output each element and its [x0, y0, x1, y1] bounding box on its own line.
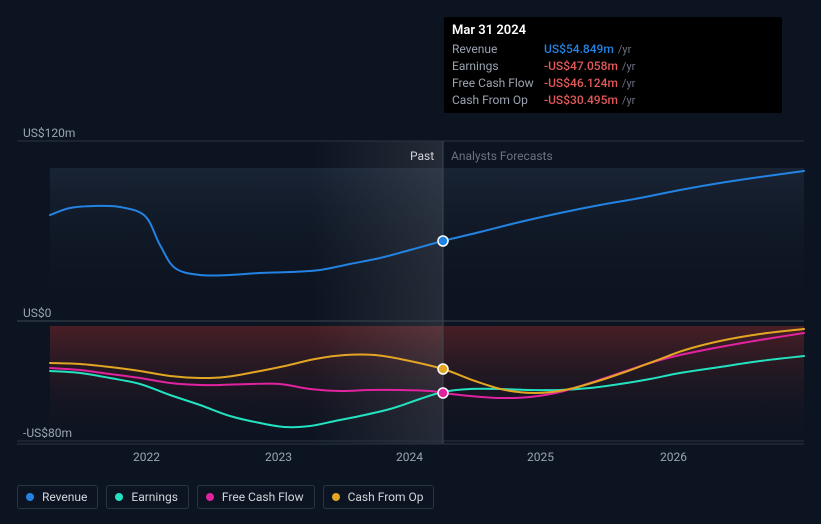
tooltip-row: Earnings-US$47.058m/yr [452, 58, 774, 75]
tooltip-metric-label: Revenue [452, 41, 544, 58]
forecast-section-label: Analysts Forecasts [451, 149, 553, 163]
tooltip-metric-label: Earnings [452, 58, 544, 75]
legend-label: Cash From Op [348, 490, 424, 504]
tooltip-metric-value: -US$47.058m [544, 58, 618, 75]
tooltip-metric-value: -US$30.495m [544, 92, 618, 109]
y-axis-tick-label: US$0 [23, 306, 51, 320]
legend-item-cfo[interactable]: Cash From Op [323, 485, 435, 509]
x-axis-tick-label: 2023 [265, 450, 292, 464]
legend-label: Revenue [42, 490, 87, 504]
x-axis-tick-label: 2024 [396, 450, 423, 464]
tooltip-metric-unit: /yr [618, 41, 631, 58]
x-axis-tick-label: 2025 [527, 450, 554, 464]
x-axis-tick-label: 2026 [660, 450, 687, 464]
legend-dot-icon [332, 493, 340, 501]
tooltip-metric-value: US$54.849m [544, 41, 614, 58]
tooltip-date: Mar 31 2024 [452, 23, 774, 38]
past-section-label: Past [410, 149, 434, 163]
chart-tooltip: Mar 31 2024 RevenueUS$54.849m/yrEarnings… [444, 17, 782, 113]
tooltip-row: RevenueUS$54.849m/yr [452, 41, 774, 58]
legend-label: Free Cash Flow [222, 490, 304, 504]
tooltip-metric-label: Free Cash Flow [452, 75, 544, 92]
tooltip-metric-unit: /yr [622, 92, 635, 109]
y-axis-tick-label: -US$80m [23, 426, 72, 440]
legend-dot-icon [206, 493, 214, 501]
chart-legend: Revenue Earnings Free Cash Flow Cash From O… [17, 485, 434, 509]
tooltip-metric-value: -US$46.124m [544, 75, 618, 92]
x-axis-tick-label: 2022 [133, 450, 160, 464]
legend-item-fcf[interactable]: Free Cash Flow [197, 485, 315, 509]
tooltip-metric-unit: /yr [622, 75, 635, 92]
y-axis-tick-label: US$120m [23, 126, 75, 140]
tooltip-metric-unit: /yr [622, 58, 635, 75]
legend-dot-icon [115, 493, 123, 501]
legend-item-revenue[interactable]: Revenue [17, 485, 98, 509]
legend-dot-icon [26, 493, 34, 501]
tooltip-row: Free Cash Flow-US$46.124m/yr [452, 75, 774, 92]
legend-label: Earnings [131, 490, 178, 504]
tooltip-metric-label: Cash From Op [452, 92, 544, 109]
legend-item-earnings[interactable]: Earnings [106, 485, 189, 509]
tooltip-row: Cash From Op-US$30.495m/yr [452, 92, 774, 109]
